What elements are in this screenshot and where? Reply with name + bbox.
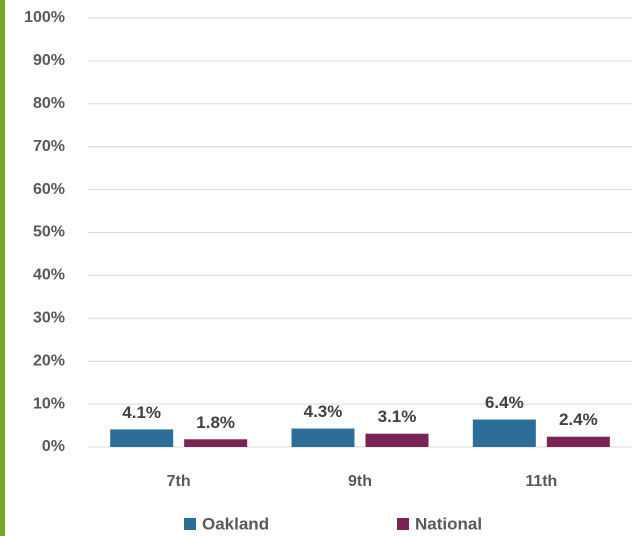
y-tick-label: 50%: [33, 224, 65, 241]
data-label: 1.8%: [196, 413, 235, 432]
accent-strip: [0, 0, 5, 536]
bar: [110, 429, 174, 447]
bar: [291, 428, 355, 447]
y-tick-label: 90%: [33, 52, 65, 69]
y-tick-label: 70%: [33, 138, 65, 155]
y-tick-label: 100%: [24, 9, 65, 26]
x-tick-label: 7th: [167, 473, 191, 490]
bar: [546, 436, 610, 447]
bar: [365, 433, 429, 447]
legend-swatch: [184, 518, 196, 530]
y-tick-label: 10%: [33, 395, 65, 412]
legend-label: National: [415, 514, 482, 533]
y-tick-label: 20%: [33, 352, 65, 369]
y-tick-label: 80%: [33, 95, 65, 112]
y-tick-label: 60%: [33, 181, 65, 198]
data-label: 4.3%: [304, 402, 343, 421]
data-label: 6.4%: [485, 393, 524, 412]
legend-swatch: [397, 518, 409, 530]
bar: [472, 419, 536, 447]
bar: [184, 439, 248, 447]
data-label: 3.1%: [378, 407, 417, 426]
data-label: 2.4%: [559, 410, 598, 429]
x-tick-label: 9th: [348, 473, 372, 490]
y-tick-label: 30%: [33, 310, 65, 327]
data-label: 4.1%: [122, 403, 161, 422]
legend-label: Oakland: [202, 514, 269, 533]
y-tick-label: 0%: [42, 438, 65, 455]
y-tick-label: 40%: [33, 267, 65, 284]
x-tick-label: 11th: [525, 473, 557, 490]
